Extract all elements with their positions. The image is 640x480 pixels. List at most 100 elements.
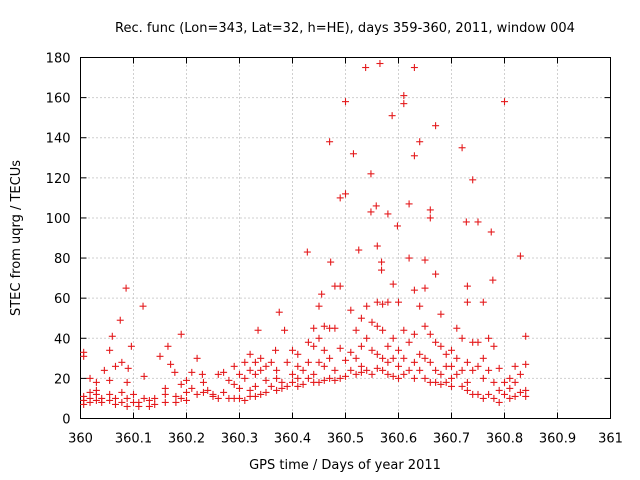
data-point [171,368,179,376]
data-point [251,358,259,366]
data-point [376,60,384,68]
data-point [506,374,514,382]
data-point [378,266,386,274]
data-point [230,380,238,388]
data-point [363,366,371,374]
data-point [448,362,455,370]
data-point [140,372,148,380]
data-point [432,122,440,130]
x-tick-label: 360.7 [433,432,470,447]
data-point [331,376,339,384]
y-axis-label: STEC from uqrg / TECUs [9,160,24,316]
data-point [373,364,381,372]
data-point [220,388,228,396]
data-point [405,338,413,346]
y-tick-label: 80 [54,252,71,267]
data-point [294,374,302,382]
data-point [262,376,270,384]
data-point [151,394,159,402]
data-point [246,366,254,374]
data-point [516,252,524,260]
data-point [410,286,418,294]
data-point [485,390,493,398]
data-point [400,370,408,378]
data-point [315,358,323,366]
data-point [405,366,413,374]
data-point [416,366,424,374]
data-point [331,324,339,332]
data-point [220,368,228,376]
data-point [389,372,397,380]
data-point [193,354,201,362]
data-point [463,358,471,366]
data-point [506,384,514,392]
data-point [98,398,106,406]
data-point [315,302,323,310]
data-point [395,362,402,370]
data-point [315,334,323,342]
data-point [267,358,275,366]
data-point [275,308,283,316]
data-point [448,374,455,382]
data-point [124,364,132,372]
data-point [437,342,445,350]
data-point [421,322,429,330]
data-point [273,374,281,382]
data-point [372,202,380,210]
data-point [362,64,370,72]
data-point [501,98,508,106]
data-point [326,354,334,362]
x-tick-labels: 360 360.1 360.2 360.3 360.4 360.5 360.6 360.7 36… [68,432,623,447]
data-point [262,362,270,370]
data-point [511,362,519,370]
data-point [432,338,440,346]
data-point [495,398,503,406]
data-point [453,370,461,378]
data-point [86,374,94,382]
data-point [177,330,185,338]
data-point [352,354,360,362]
data-point [135,402,143,410]
data-point [463,378,471,386]
data-point [474,218,482,226]
data-point [289,370,296,378]
data-point [395,346,402,354]
data-point [379,354,387,362]
data-point [130,390,137,398]
data-point [410,64,418,72]
data-point [108,332,116,340]
data-point [516,388,524,396]
data-point [278,384,286,392]
data-point [106,346,114,354]
data-point [320,322,328,330]
data-point [432,270,440,278]
data-point [127,342,135,350]
data-point [336,344,344,352]
data-point [236,384,243,392]
data-point [204,386,212,394]
data-point [495,386,503,394]
data-point [304,374,312,382]
data-point [458,334,466,342]
data-point [442,350,450,358]
data-point [400,326,408,334]
data-point [299,380,307,388]
x-tick-label: 361 [598,432,623,447]
data-point [469,176,477,184]
data-point [347,306,355,314]
data-point [106,396,114,404]
y-tick-label: 20 [54,372,71,387]
data-point [172,398,180,406]
data-point [183,396,190,404]
data-point [373,350,381,358]
data-point [389,354,397,362]
data-point [106,390,114,398]
data-point [251,392,259,400]
data-point [421,354,429,362]
data-point [326,138,334,146]
data-point [193,390,201,398]
data-point [188,368,196,376]
data-point [368,346,376,354]
data-point [487,228,495,236]
data-point [384,210,392,218]
